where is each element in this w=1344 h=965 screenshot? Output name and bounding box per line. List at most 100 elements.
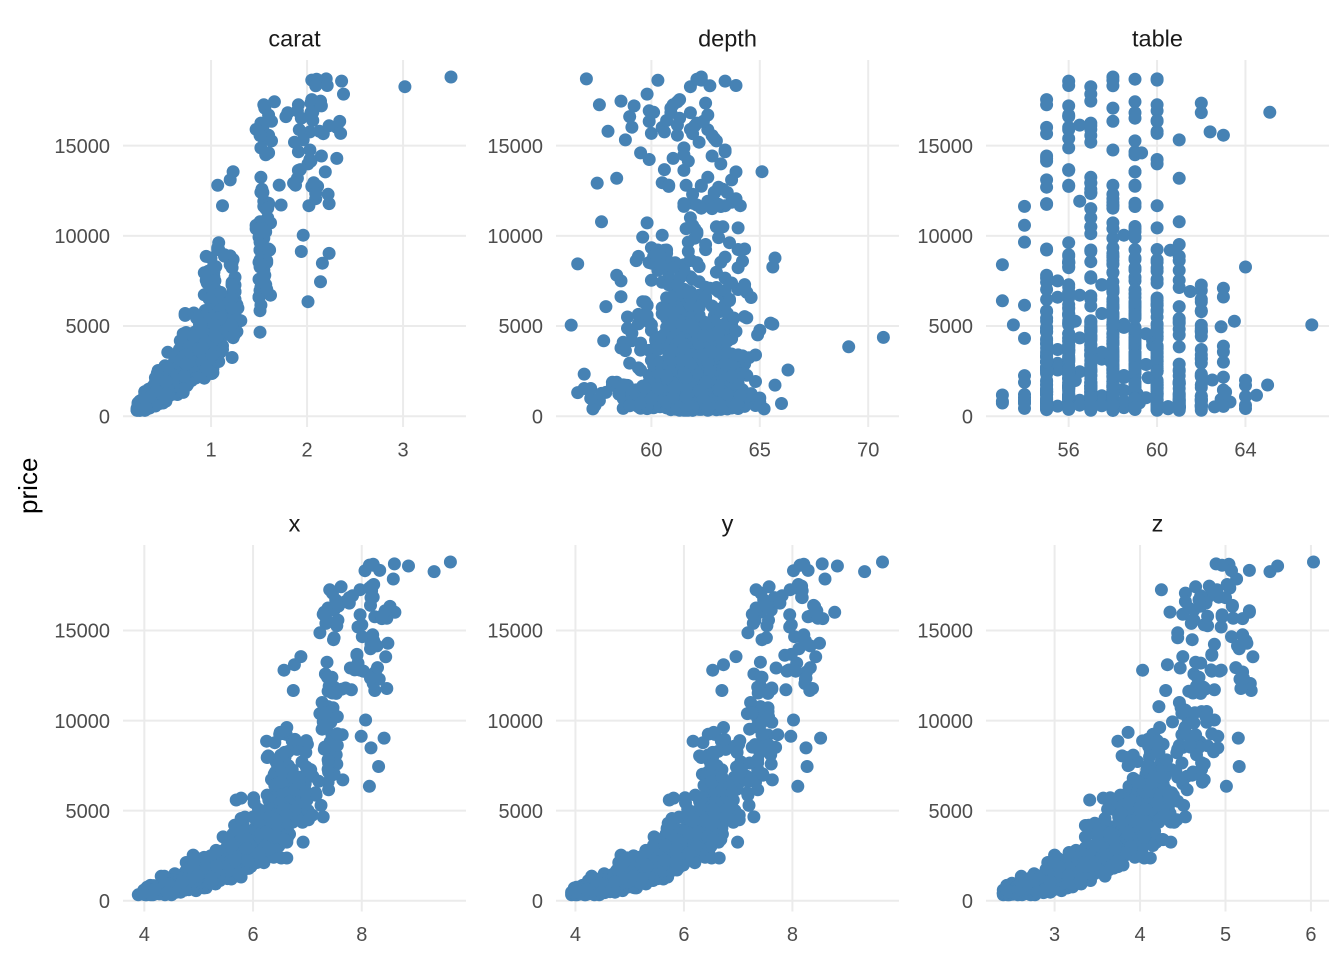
- point: [696, 736, 709, 749]
- point: [228, 329, 241, 342]
- point: [1129, 225, 1142, 238]
- point: [279, 110, 292, 123]
- point: [229, 854, 242, 867]
- point: [656, 229, 669, 242]
- point: [727, 312, 740, 325]
- point: [732, 261, 745, 274]
- point: [769, 379, 782, 392]
- point: [295, 112, 308, 125]
- x-tick-label: 56: [1058, 440, 1080, 462]
- point: [1106, 318, 1119, 331]
- point: [760, 619, 773, 632]
- point: [660, 369, 673, 382]
- point: [387, 573, 400, 586]
- point: [309, 187, 322, 200]
- point: [253, 846, 266, 859]
- point: [1217, 282, 1230, 295]
- point: [1084, 245, 1097, 258]
- point: [716, 220, 729, 233]
- point: [595, 387, 608, 400]
- point: [297, 133, 310, 146]
- point: [287, 177, 300, 190]
- point: [262, 146, 275, 159]
- point: [326, 687, 339, 700]
- y-tick-label: 5000: [929, 316, 974, 338]
- point: [779, 683, 792, 696]
- point: [1051, 274, 1064, 287]
- point: [747, 810, 760, 823]
- point: [278, 746, 291, 759]
- point: [746, 608, 759, 621]
- point: [428, 565, 441, 578]
- y-tick-label: 0: [99, 406, 110, 428]
- point: [379, 604, 392, 617]
- point: [254, 299, 267, 312]
- x-tick-label: 2: [301, 440, 312, 462]
- point: [1173, 375, 1186, 388]
- point: [1129, 348, 1142, 361]
- point: [226, 261, 239, 274]
- point: [1217, 400, 1230, 413]
- y-tick-label: 0: [962, 406, 973, 428]
- points-x: [132, 556, 457, 902]
- point: [615, 95, 628, 108]
- point: [649, 248, 662, 261]
- point: [591, 177, 604, 190]
- point: [258, 269, 271, 282]
- point: [754, 671, 767, 684]
- point: [292, 164, 305, 177]
- point: [1151, 221, 1164, 234]
- point: [294, 650, 307, 663]
- point: [706, 746, 719, 759]
- point: [791, 780, 804, 793]
- y-tick-label: 15000: [917, 136, 973, 158]
- point: [740, 311, 753, 324]
- point: [337, 88, 350, 101]
- point: [1073, 289, 1086, 302]
- point: [322, 783, 335, 796]
- point: [1228, 315, 1241, 328]
- x-tick-label: 60: [1146, 440, 1168, 462]
- point: [1162, 400, 1175, 413]
- point: [675, 318, 688, 331]
- point: [1129, 362, 1142, 375]
- point: [343, 597, 356, 610]
- x-tick-label: 8: [356, 924, 367, 946]
- point: [770, 662, 783, 675]
- point: [1018, 219, 1031, 232]
- point: [1106, 144, 1119, 157]
- point: [715, 684, 728, 697]
- y-tick-label: 15000: [54, 136, 110, 158]
- point: [1062, 164, 1075, 177]
- point: [1106, 202, 1119, 215]
- point: [1129, 264, 1142, 277]
- point: [1084, 186, 1097, 199]
- point: [645, 393, 658, 406]
- point: [216, 199, 229, 212]
- point: [1151, 115, 1164, 128]
- point: [348, 663, 361, 676]
- y-tick-label: 15000: [54, 621, 110, 643]
- point: [641, 88, 654, 101]
- point: [1129, 324, 1142, 337]
- x-tick-label: 60: [640, 440, 662, 462]
- point: [206, 349, 219, 362]
- point: [1106, 286, 1119, 299]
- point: [295, 245, 308, 258]
- point: [313, 626, 326, 639]
- point: [699, 238, 712, 251]
- point: [778, 649, 791, 662]
- point: [288, 733, 301, 746]
- point: [1095, 307, 1108, 320]
- point: [645, 318, 658, 331]
- point: [355, 730, 368, 743]
- point: [1173, 133, 1186, 146]
- facet-strip-label-x: x: [289, 511, 301, 537]
- point: [733, 734, 746, 747]
- point: [299, 786, 312, 799]
- point: [1305, 318, 1318, 331]
- point: [730, 650, 743, 663]
- point: [1250, 389, 1263, 402]
